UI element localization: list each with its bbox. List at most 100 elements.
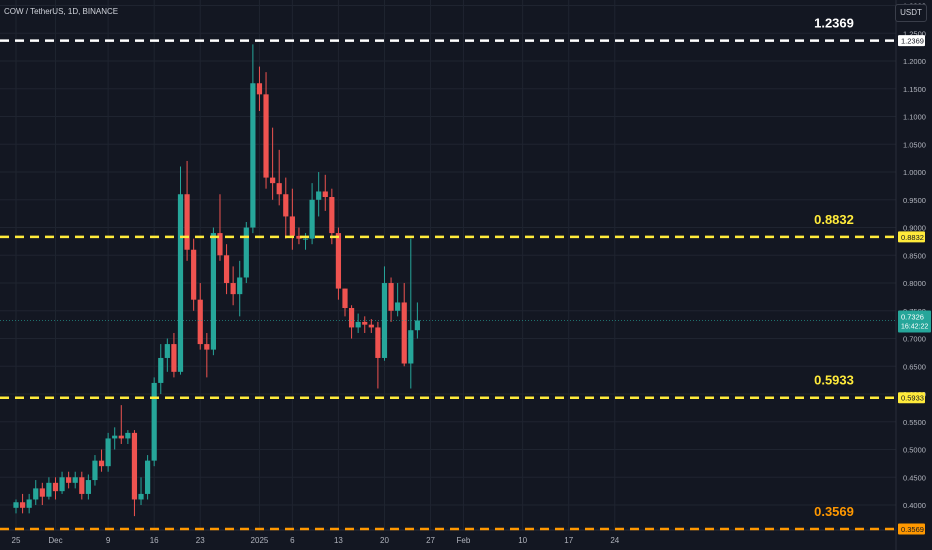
candle-body bbox=[151, 382, 157, 461]
x-tick-label: 16 bbox=[150, 536, 159, 545]
candle-body bbox=[348, 308, 355, 328]
x-tick-label: 23 bbox=[196, 536, 205, 545]
candle-body bbox=[66, 477, 72, 483]
candle-body bbox=[217, 233, 223, 256]
candle-body bbox=[177, 194, 184, 372]
candle-body bbox=[85, 480, 91, 494]
level-label: 0.5933 bbox=[814, 373, 854, 388]
candle-body bbox=[197, 299, 203, 345]
y-tick-label: 1.2000 bbox=[903, 57, 926, 66]
y-tick-label: 1.0000 bbox=[903, 168, 926, 177]
x-tick-label: 27 bbox=[426, 536, 435, 545]
y-tick-label: 1.1500 bbox=[903, 85, 926, 94]
candle-body bbox=[92, 460, 98, 481]
candle-body bbox=[39, 488, 45, 497]
x-tick-label: 10 bbox=[518, 536, 527, 545]
candle-body bbox=[223, 255, 230, 284]
level-price-badge bbox=[898, 392, 925, 404]
candle-body bbox=[184, 194, 190, 250]
candle-body bbox=[33, 488, 39, 500]
level-price-text: 0.3569 bbox=[901, 525, 924, 534]
candle-body bbox=[158, 357, 164, 383]
candle-body bbox=[204, 344, 210, 350]
candle-body bbox=[13, 502, 19, 508]
candle-body bbox=[256, 83, 263, 95]
candle-body bbox=[112, 435, 118, 439]
y-tick-label: 0.4000 bbox=[903, 501, 926, 510]
candle-body bbox=[98, 460, 105, 467]
y-tick-label: 0.7000 bbox=[903, 335, 926, 344]
candle-body bbox=[125, 432, 131, 439]
candle-body bbox=[250, 83, 256, 228]
candle-body bbox=[79, 477, 85, 494]
candle-body bbox=[322, 191, 328, 198]
symbol-label: COW / TetherUS, 1D, BINANCE bbox=[4, 7, 119, 16]
x-tick-label: 24 bbox=[610, 536, 619, 545]
y-tick-label: 0.6500 bbox=[903, 362, 926, 371]
candle-body bbox=[342, 288, 348, 309]
candle-body bbox=[335, 233, 342, 289]
candle-body bbox=[72, 477, 78, 483]
last-price-value: 0.7326 bbox=[901, 312, 924, 321]
x-tick-label: 25 bbox=[12, 536, 21, 545]
candle-body bbox=[302, 238, 309, 240]
candle-body bbox=[296, 235, 302, 239]
y-tick-label: 0.5000 bbox=[903, 446, 926, 455]
x-tick-label: 6 bbox=[290, 536, 295, 545]
y-tick-label: 0.5500 bbox=[903, 418, 926, 427]
level-price-badge bbox=[898, 231, 925, 243]
currency-button[interactable]: USDT bbox=[895, 4, 927, 22]
level-price-text: 0.8832 bbox=[901, 233, 924, 242]
level-price-badge bbox=[898, 35, 925, 47]
candle-body bbox=[401, 302, 407, 364]
y-tick-label: 1.1000 bbox=[903, 113, 926, 122]
candle-body bbox=[408, 330, 414, 364]
y-tick-label: 0.8000 bbox=[903, 279, 926, 288]
x-tick-label: 20 bbox=[380, 536, 389, 545]
candle-body bbox=[355, 321, 361, 328]
level-price-text: 1.2369 bbox=[901, 37, 924, 46]
candle-body bbox=[289, 216, 295, 236]
candle-body bbox=[388, 283, 394, 311]
candle-body bbox=[270, 177, 276, 184]
candle-body bbox=[237, 277, 243, 295]
y-tick-label: 0.9000 bbox=[903, 224, 926, 233]
y-tick-label: 0.8500 bbox=[903, 251, 926, 260]
candle-body bbox=[210, 233, 216, 350]
level-price-text: 0.5933 bbox=[901, 394, 924, 403]
level-price-badge bbox=[898, 523, 925, 535]
candle-body bbox=[59, 477, 65, 492]
candle-body bbox=[395, 302, 401, 311]
candle-body bbox=[105, 438, 111, 467]
y-tick-label: 1.2500 bbox=[903, 29, 926, 38]
candle-body bbox=[362, 321, 368, 325]
x-tick-label: 9 bbox=[106, 536, 111, 545]
candle-body bbox=[263, 94, 269, 178]
y-tick-label: 0.4500 bbox=[903, 473, 926, 482]
candle-body bbox=[414, 320, 420, 331]
candle-body bbox=[171, 344, 177, 372]
candle-body bbox=[375, 327, 381, 358]
candle-body bbox=[316, 191, 322, 200]
candle-body bbox=[230, 283, 236, 295]
level-label: 0.3569 bbox=[814, 504, 854, 519]
candle-body bbox=[329, 197, 335, 234]
last-price-badge bbox=[898, 310, 931, 333]
candle-body bbox=[118, 435, 124, 439]
x-tick-label: 13 bbox=[334, 536, 343, 545]
candle-body bbox=[19, 502, 26, 508]
y-tick-label: 0.9500 bbox=[903, 196, 926, 205]
level-label: 1.2369 bbox=[814, 16, 854, 31]
candle-body bbox=[46, 482, 52, 497]
candle-body bbox=[52, 482, 59, 492]
candle-body bbox=[145, 460, 151, 494]
candle-body bbox=[276, 183, 282, 195]
level-label: 0.8832 bbox=[814, 212, 854, 227]
y-tick-label: 1.0500 bbox=[903, 140, 926, 149]
candle-body bbox=[191, 249, 197, 300]
candle-body bbox=[164, 344, 170, 358]
last-price-countdown: 16:42:22 bbox=[901, 323, 928, 330]
candle-body bbox=[26, 499, 32, 508]
